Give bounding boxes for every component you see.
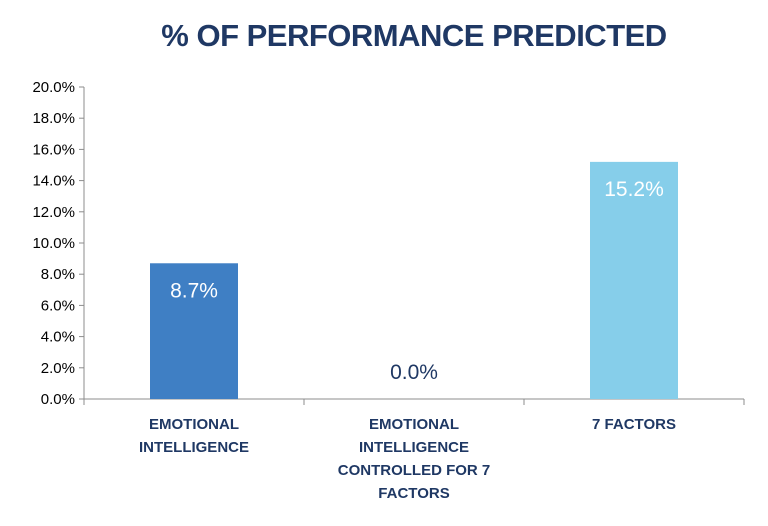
x-category-label: EMOTIONAL INTELLIGENCE xyxy=(139,416,249,456)
y-axis: 0.0% 2.0% 4.0% 6.0% 8.0% 10.0% 12.0% 14.0% 16.0%… xyxy=(32,79,85,408)
x-category-label: EMOTIONAL INTELLIGENCE CONTROLLED FOR 7 FAC… xyxy=(338,416,491,502)
y-tick-label: 14.0% xyxy=(32,173,75,190)
y-tick-label: 0.0% xyxy=(41,391,75,408)
y-tick-label: 6.0% xyxy=(41,297,75,314)
category-labels: EMOTIONAL INTELLIGENCE EMOTIONAL INTELLIGEN… xyxy=(139,416,676,502)
chart-title: % OF PERFORMANCE PREDICTED xyxy=(161,18,667,53)
x-category-label: 7 FACTORS xyxy=(592,416,676,433)
data-labels: 8.7% 0.0% 15.2% xyxy=(170,178,664,384)
data-label: 0.0% xyxy=(390,361,438,384)
bar xyxy=(150,263,238,399)
y-tick-label: 2.0% xyxy=(41,360,75,377)
x-axis xyxy=(83,398,745,405)
y-tick-label: 4.0% xyxy=(41,329,75,346)
y-tick-label: 18.0% xyxy=(32,110,75,127)
data-label: 15.2% xyxy=(604,178,664,201)
bars xyxy=(150,161,678,399)
y-tick-label: 8.0% xyxy=(41,266,75,283)
y-tick-label: 20.0% xyxy=(32,79,75,96)
data-label: 8.7% xyxy=(170,279,218,302)
y-tick-label: 12.0% xyxy=(32,204,75,221)
y-tick-label: 16.0% xyxy=(32,141,75,158)
y-tick-label: 10.0% xyxy=(32,235,75,252)
bar xyxy=(590,161,678,399)
